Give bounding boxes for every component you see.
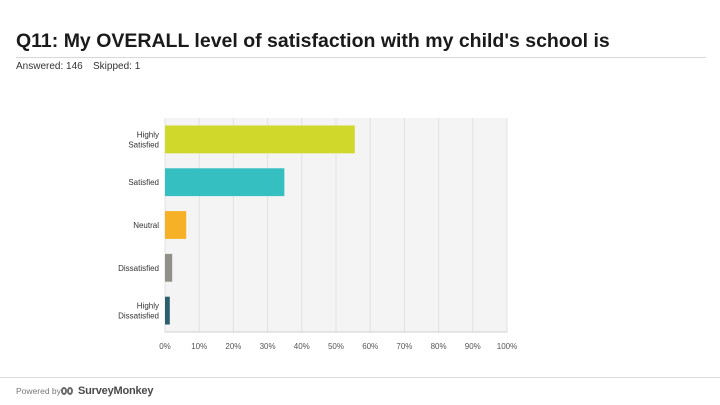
category-label: Dissatisfied: [118, 264, 159, 273]
surveymonkey-logo-icon: [61, 386, 75, 396]
x-tick-label: 10%: [191, 342, 207, 351]
bar: [165, 211, 187, 239]
category-label: Highly: [137, 302, 159, 311]
header-divider: [16, 57, 706, 58]
x-tick-label: 30%: [260, 342, 276, 351]
category-label: Satisfied: [128, 140, 159, 149]
bar: [165, 296, 170, 325]
footer-divider: [0, 377, 720, 378]
x-tick-label: 50%: [328, 342, 344, 351]
x-tick-label: 80%: [431, 342, 447, 351]
x-tick-label: 20%: [225, 342, 241, 351]
category-label: Highly: [137, 130, 159, 139]
question-title: Q11: My OVERALL level of satisfaction wi…: [16, 30, 610, 52]
powered-by-label: Powered by: [16, 386, 61, 396]
bar: [165, 125, 355, 154]
x-tick-label: 70%: [396, 342, 412, 351]
surveymonkey-brand-name: SurveyMonkey: [78, 385, 154, 397]
x-tick-label: 100%: [497, 342, 517, 351]
surveymonkey-logo[interactable]: SurveyMonkey: [61, 382, 153, 400]
category-label: Dissatisfied: [118, 312, 159, 321]
category-label: Satisfied: [128, 178, 159, 187]
skipped-count: Skipped: 1: [93, 61, 141, 72]
answered-count: Answered: 146: [16, 61, 83, 72]
bar: [165, 253, 173, 282]
category-label: Neutral: [133, 221, 159, 230]
x-tick-label: 40%: [294, 342, 310, 351]
x-tick-label: 60%: [362, 342, 378, 351]
x-tick-label: 0%: [159, 342, 171, 351]
x-tick-label: 90%: [465, 342, 481, 351]
bar: [165, 168, 285, 197]
